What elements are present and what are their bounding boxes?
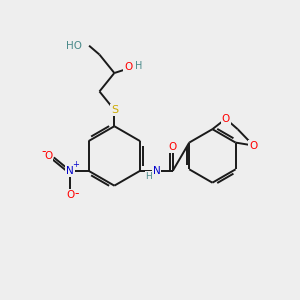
Text: +: +: [72, 160, 79, 169]
Text: N: N: [152, 166, 160, 176]
Text: H: H: [135, 61, 142, 70]
Text: HO: HO: [66, 41, 82, 51]
Text: O: O: [124, 62, 132, 72]
Text: O: O: [249, 140, 257, 151]
Text: H: H: [146, 172, 152, 181]
Text: O: O: [66, 190, 74, 200]
Text: S: S: [111, 105, 118, 115]
Text: N: N: [66, 166, 74, 176]
Text: O: O: [44, 151, 52, 161]
Text: -: -: [41, 145, 46, 158]
Text: -: -: [74, 187, 79, 200]
Text: O: O: [169, 142, 177, 152]
Text: O: O: [222, 114, 230, 124]
